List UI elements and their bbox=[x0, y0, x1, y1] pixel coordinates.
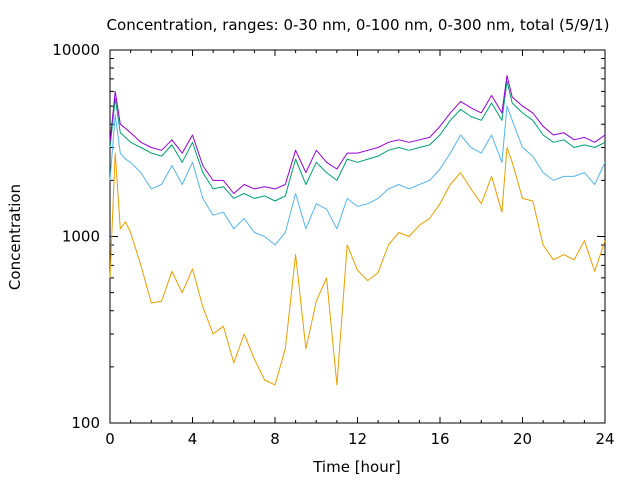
x-tick-label: 8 bbox=[270, 430, 280, 448]
x-tick-label: 24 bbox=[595, 430, 614, 448]
series-line-1 bbox=[109, 147, 606, 386]
plot-frame bbox=[109, 49, 606, 424]
y-tick-label: 1000 bbox=[62, 228, 100, 246]
x-tick-label: 16 bbox=[430, 430, 449, 448]
x-axis: 0 4 8 12 16 20 24 bbox=[105, 50, 615, 448]
series-group bbox=[109, 75, 606, 386]
y-axis: 100 1000 10000 bbox=[52, 41, 605, 432]
x-tick-label: 0 bbox=[105, 430, 115, 448]
x-tick-label: 4 bbox=[188, 430, 198, 448]
y-axis-label: Concentration bbox=[6, 184, 24, 290]
series-line-2 bbox=[109, 105, 606, 246]
series-line-3 bbox=[109, 80, 606, 202]
y-tick-label: 100 bbox=[71, 414, 100, 432]
y-tick-label: 10000 bbox=[52, 41, 100, 59]
x-tick-label: 12 bbox=[348, 430, 367, 448]
x-axis-label: Time [hour] bbox=[312, 458, 401, 476]
minor-ticks bbox=[110, 50, 605, 423]
series-line-4 bbox=[109, 75, 606, 194]
chart-title: Concentration, ranges: 0-30 nm, 0-100 nm… bbox=[107, 16, 610, 34]
x-tick-label: 20 bbox=[513, 430, 532, 448]
